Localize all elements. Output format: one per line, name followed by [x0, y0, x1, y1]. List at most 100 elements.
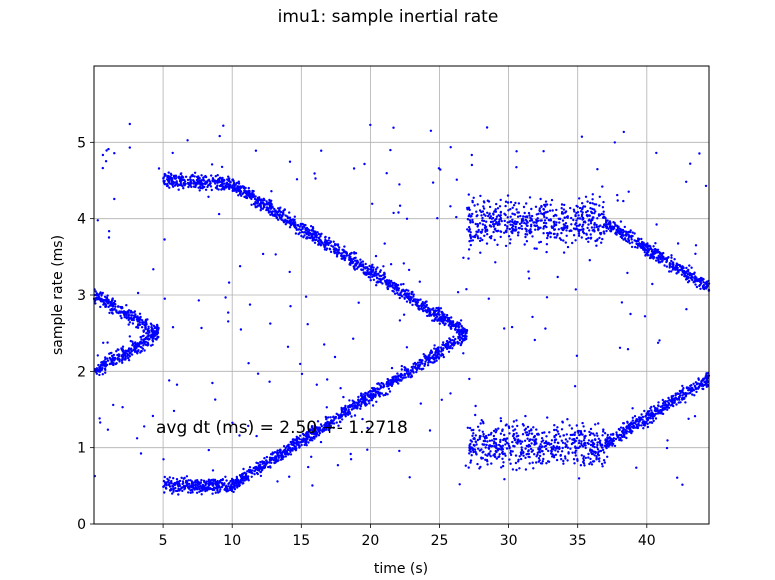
data-point [675, 403, 678, 406]
data-point [487, 446, 490, 450]
data-point [229, 181, 232, 184]
data-point [119, 314, 122, 318]
data-point [352, 337, 355, 340]
data-point [394, 379, 397, 383]
data-point [494, 428, 497, 431]
data-point [281, 450, 284, 453]
data-point [247, 194, 251, 198]
data-point [279, 449, 282, 452]
data-point [499, 438, 502, 442]
data-point [573, 210, 576, 213]
data-point [245, 478, 248, 481]
data-point [629, 424, 632, 427]
data-point [600, 462, 604, 466]
data-point [201, 187, 204, 190]
data-point [157, 167, 161, 170]
data-point [687, 270, 690, 273]
data-point [359, 405, 363, 408]
data-point [501, 444, 505, 447]
data-point [542, 150, 545, 153]
data-point [269, 206, 272, 210]
data-point [694, 244, 698, 247]
data-point [519, 439, 522, 442]
data-point [484, 446, 487, 449]
data-point [351, 405, 354, 408]
data-point [96, 219, 100, 222]
data-point [447, 318, 450, 321]
data-point [390, 384, 394, 388]
data-point [485, 242, 489, 245]
data-point [528, 438, 531, 442]
data-point [585, 211, 588, 214]
data-point [624, 234, 628, 237]
data-point [598, 195, 601, 198]
data-point [399, 283, 403, 286]
data-point [139, 336, 142, 339]
data-point [538, 454, 542, 458]
data-point [519, 457, 523, 461]
data-point [519, 442, 522, 445]
data-point [430, 308, 434, 311]
data-point [310, 229, 314, 232]
data-point [381, 278, 384, 281]
data-point [523, 439, 527, 442]
data-point [516, 234, 520, 237]
data-point [146, 332, 150, 335]
data-point [467, 466, 470, 469]
data-point [448, 323, 451, 326]
data-point [303, 231, 307, 234]
data-point [297, 232, 300, 236]
data-point [515, 435, 518, 438]
data-point [661, 412, 665, 416]
data-point [363, 162, 366, 166]
data-point [428, 313, 431, 317]
data-point [129, 339, 132, 343]
data-point [245, 190, 248, 193]
data-point [425, 303, 428, 307]
data-point [590, 449, 593, 452]
data-point [353, 268, 357, 271]
data-point [311, 429, 314, 432]
data-point [615, 233, 618, 236]
data-point [340, 411, 344, 414]
data-point [133, 311, 136, 314]
data-point [101, 367, 104, 370]
data-point [100, 300, 103, 303]
data-point [480, 214, 483, 217]
data-point [113, 359, 116, 362]
data-point [299, 434, 302, 437]
data-point [333, 251, 336, 255]
data-point [287, 446, 291, 449]
data-point [493, 455, 497, 458]
data-point [546, 234, 550, 237]
data-point [412, 299, 415, 303]
data-point [102, 364, 106, 367]
data-point [478, 239, 482, 243]
data-point [305, 432, 308, 436]
data-point [219, 478, 223, 482]
data-point [495, 202, 498, 206]
data-point [255, 198, 258, 201]
data-point [538, 210, 542, 213]
data-point [232, 490, 235, 494]
data-point [533, 338, 536, 342]
data-point [294, 449, 298, 452]
data-point [186, 178, 190, 182]
data-point [541, 439, 545, 442]
data-point [528, 214, 531, 217]
data-point [524, 456, 527, 459]
data-point [690, 266, 693, 269]
data-point [543, 203, 547, 207]
data-point [224, 475, 227, 478]
data-point [538, 241, 541, 244]
data-point [596, 443, 599, 447]
data-point [520, 224, 523, 228]
data-point [481, 451, 484, 454]
data-point [475, 215, 478, 218]
data-point [178, 484, 182, 487]
data-point [181, 489, 184, 493]
data-point [429, 313, 433, 317]
data-point [150, 326, 153, 329]
data-point [210, 478, 213, 482]
